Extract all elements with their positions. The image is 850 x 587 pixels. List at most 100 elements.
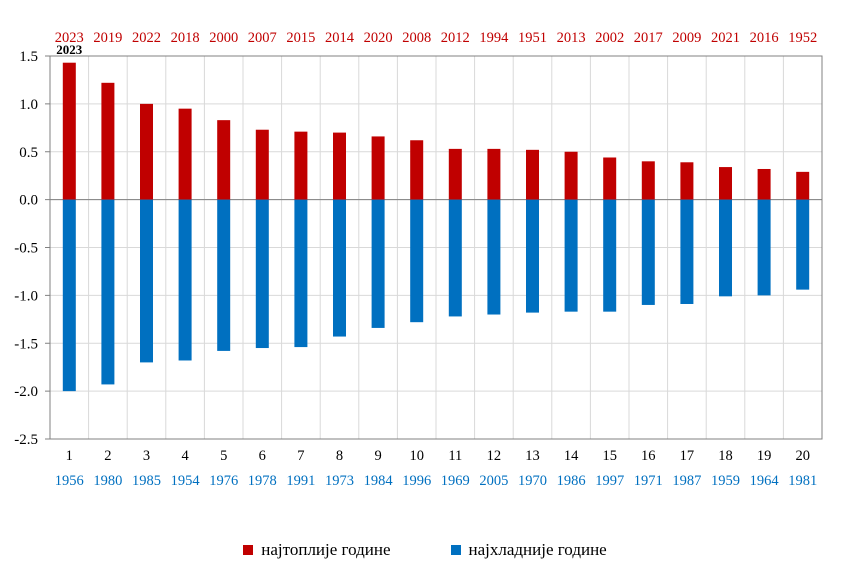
x-tick-label: 13 [525,448,540,464]
cold-year-label: 1971 [634,473,663,489]
x-tick-label: 1 [66,448,73,464]
warm-year-label: 1951 [518,30,547,46]
bar-warm [448,148,462,200]
cold-year-label: 1959 [711,473,740,489]
bar-warm [101,82,115,200]
warm-year-label: 1952 [788,30,817,46]
bar-cold [796,199,810,290]
cold-year-label: 1981 [788,473,817,489]
x-tick-label: 11 [448,448,462,464]
warm-year-label: 2021 [711,30,740,46]
warm-year-label: 2015 [286,30,315,46]
bar-warm [62,62,76,200]
bar-warm [255,129,269,200]
bar-warm [410,140,424,200]
cold-year-label: 1986 [557,473,586,489]
cold-year-label: 1973 [325,473,354,489]
cold-year-label: 1976 [209,473,238,489]
legend: најтоплије године најхладније године [0,540,850,560]
warm-year-label: 2022 [132,30,161,46]
legend-swatch-warm [243,545,254,555]
warm-year-label: 2007 [248,30,277,46]
grid-lines [45,55,822,440]
bar-cold [641,199,655,305]
bar-cold [217,199,231,351]
x-tick-label: 5 [220,448,227,464]
y-tick-label: 0.5 [19,145,38,161]
warm-year-label: 2020 [364,30,393,46]
bar-cold [757,199,771,296]
warm-year-label: 2018 [171,30,200,46]
x-tick-label: 6 [259,448,266,464]
bar-cold [680,199,694,304]
y-tick-label: 0.0 [19,193,38,209]
cold-year-label: 2005 [479,473,508,489]
bar-cold [178,199,192,361]
x-tick-label: 7 [297,448,304,464]
y-tick-label: -1.5 [14,336,38,352]
legend-item-cold: најхладније године [450,540,607,560]
bar-cold [410,199,424,323]
y-tick-label: 1.5 [19,49,38,65]
warm-year-label: 2019 [93,30,122,46]
x-tick-label: 14 [564,448,579,464]
cold-year-label: 1954 [171,473,201,489]
cold-year-label: 1984 [364,473,394,489]
cold-year-label: 1985 [132,473,161,489]
bar-cold [140,199,153,363]
bar-warm [217,120,231,200]
warm-year-label: 2023 [55,30,84,46]
bar-warm [796,171,810,200]
x-tick-label: 18 [718,448,733,464]
cold-year-label: 1991 [286,473,315,489]
x-tick-label: 19 [757,448,772,464]
cold-year-label: 1956 [55,473,84,489]
bar-cold [564,199,578,312]
bar-warm [333,132,346,200]
bar-cold [526,199,539,313]
y-tick-label: -1.0 [14,288,38,304]
bar-cold [371,199,385,328]
bar-cold [448,199,462,317]
legend-label-cold: најхладније године [468,540,607,559]
annotation-label: 2023 [56,42,83,57]
y-tick-label: -0.5 [14,241,38,257]
cold-year-label: 1969 [441,473,470,489]
warm-year-label: 1994 [479,30,509,46]
bar-warm [140,103,153,200]
warm-year-label: 2016 [750,30,779,46]
cold-year-label: 1980 [93,473,122,489]
x-tick-label: 15 [602,448,617,464]
y-tick-label: -2.5 [14,432,38,448]
x-tick-label: 3 [143,448,150,464]
cold-year-label: 1996 [402,473,431,489]
bar-warm [641,161,655,200]
y-tick-label: -2.0 [14,384,38,400]
warm-year-label: 2017 [634,30,663,46]
cold-year-label: 1987 [672,473,701,489]
bar-cold [333,199,346,337]
warm-year-label: 2008 [402,30,431,46]
labels: 1.51.00.50.0-0.5-1.0-1.5-2.0-2.520231195… [14,30,817,489]
bar-warm [178,108,192,200]
x-tick-label: 8 [336,448,343,464]
legend-label-warm: најтоплије године [261,540,391,559]
bar-warm [757,168,771,200]
bar-cold [62,199,76,392]
x-tick-label: 9 [374,448,381,464]
cold-year-label: 1997 [595,473,624,489]
warm-year-label: 2013 [557,30,586,46]
warm-year-label: 2009 [672,30,701,46]
bar-warm [603,157,617,200]
bar-warm [487,148,501,200]
bar-warm [719,167,732,200]
bar-cold [255,199,269,349]
x-tick-label: 20 [795,448,810,464]
y-tick-label: 1.0 [19,97,38,113]
bar-warm [371,136,385,200]
bar-warm [294,131,308,200]
bar-cold [719,199,732,297]
warm-year-label: 2012 [441,30,470,46]
warm-year-label: 2002 [595,30,624,46]
